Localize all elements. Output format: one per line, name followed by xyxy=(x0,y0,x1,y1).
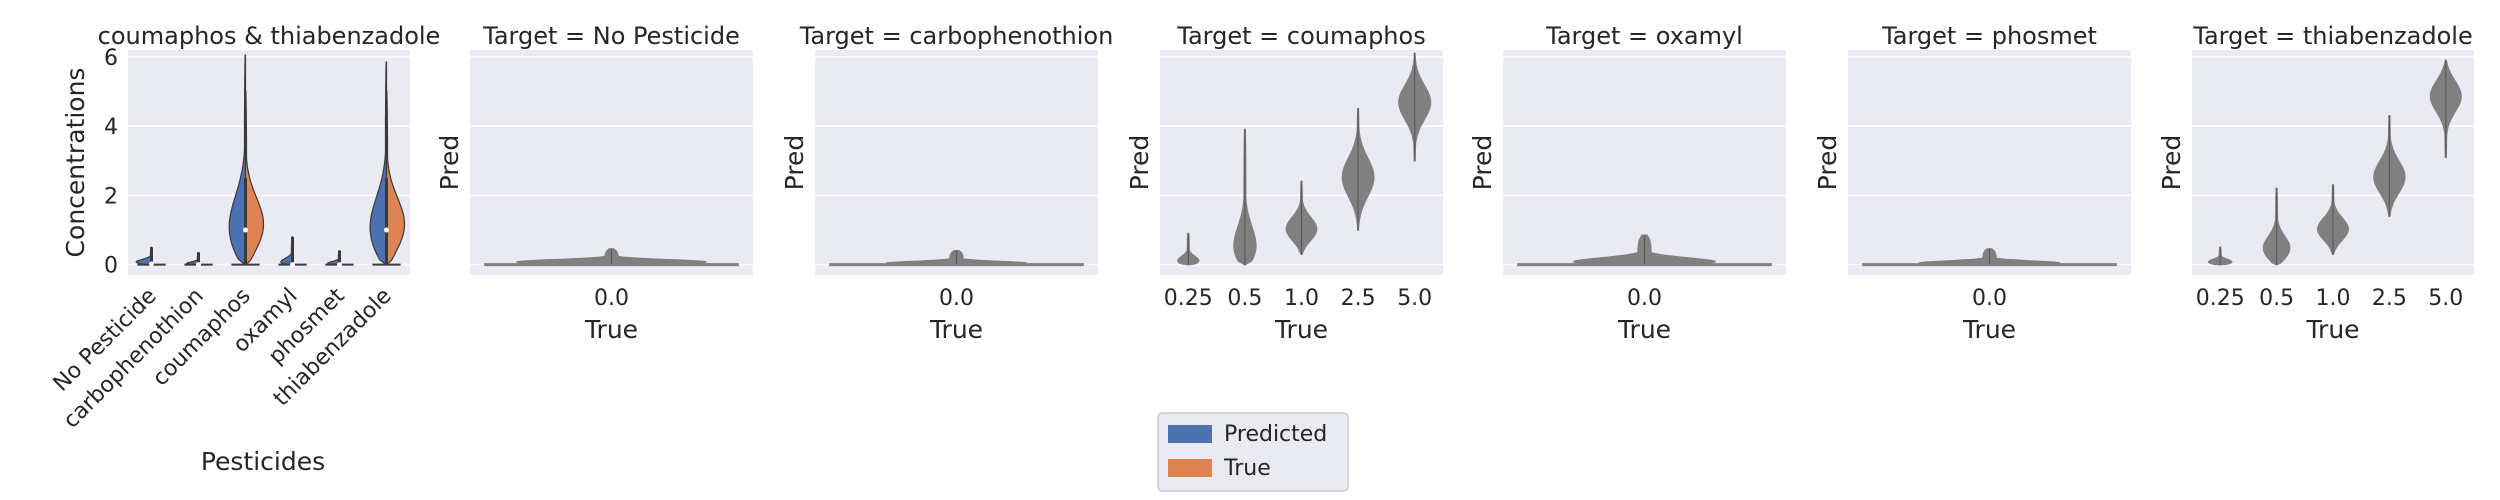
panel-0: coumaphos & thiabenzadole 0 2 4 6 Concentrati… xyxy=(49,22,441,476)
violin-predicted xyxy=(228,54,247,266)
plot-area xyxy=(128,50,410,275)
x-tick-label: 0.5 xyxy=(1227,286,1262,311)
x-tick-label: 0.5 xyxy=(2259,286,2294,311)
y-axis-label: Pred xyxy=(435,135,464,191)
y-tick-label: 2 xyxy=(104,184,118,209)
panels: coumaphos & thiabenzadole 0 2 4 6 Concentrati… xyxy=(49,22,2474,476)
legend: Predicted True xyxy=(1157,412,1349,492)
violin-gray xyxy=(1918,248,1991,266)
violin-gray xyxy=(1398,52,1416,162)
median-dot xyxy=(196,262,201,268)
y-axis-label: Pred xyxy=(1125,135,1154,191)
y-axis-label: Concentrations xyxy=(61,68,90,258)
x-tick-label: 0.0 xyxy=(594,286,629,311)
violin-gray xyxy=(610,248,708,266)
panel-5: Target = phosmet Pred 0.0 True xyxy=(1813,22,2131,344)
violin-gray xyxy=(1643,234,1717,266)
x-axis-label: True xyxy=(2305,315,2359,344)
x-tick-label: 0.0 xyxy=(1972,286,2007,311)
violin-gray xyxy=(1988,248,2061,266)
x-tick-label: 5.0 xyxy=(1397,286,1432,311)
median-dot xyxy=(149,261,154,267)
x-tick-label: 0.0 xyxy=(939,286,974,311)
y-tick-label: 4 xyxy=(104,115,118,140)
legend-swatch-predicted xyxy=(1168,425,1212,443)
x-tick-label: 2.5 xyxy=(1341,286,1376,311)
violin-gray xyxy=(1177,232,1190,266)
violin-predicted xyxy=(369,61,388,266)
x-axis-label: True xyxy=(1962,315,2016,344)
panel-title: Target = thiabenzadole xyxy=(2192,22,2472,50)
x-axis-label: True xyxy=(1274,315,1328,344)
panel-title: Target = phosmet xyxy=(1881,22,2097,50)
y-tick-label: 6 xyxy=(104,46,118,71)
violin-gray xyxy=(885,250,958,266)
x-tick-label: 0.25 xyxy=(2196,286,2245,311)
panel-title: Target = carbophenothion xyxy=(799,22,1114,50)
x-axis-label: True xyxy=(1617,315,1671,344)
y-axis-label: Pred xyxy=(2157,135,2186,191)
y-axis-label: Pred xyxy=(1468,135,1497,191)
panel-title: coumaphos & thiabenzadole xyxy=(98,22,441,50)
median-dot xyxy=(243,227,248,233)
legend-label-predicted: Predicted xyxy=(1224,422,1327,447)
x-axis-label: True xyxy=(584,315,638,344)
legend-label-true: True xyxy=(1223,456,1271,481)
violin-true xyxy=(385,90,406,266)
x-axis-label: Pesticides xyxy=(201,447,325,476)
panel-6: Target = thiabenzadole Pred 0.25 0.5 1.0 2.5 5… xyxy=(2157,22,2474,344)
violin-true xyxy=(244,90,265,266)
panel-title: Target = oxamyl xyxy=(1545,22,1743,50)
plot-area xyxy=(815,50,1098,275)
panel-3: Target = coumaphos Pred 0.25 0.5 1.0 2.5 5.0 Tr… xyxy=(1125,22,1443,344)
panel-title: Target = No Pesticide xyxy=(482,22,740,50)
median-dot xyxy=(337,262,342,268)
x-tick-label: 5.0 xyxy=(2428,286,2463,311)
panel-1: Target = No Pesticide Pred 0.0 True xyxy=(435,22,753,344)
median-dot xyxy=(290,262,295,268)
violin-gray xyxy=(515,248,613,266)
panel-2: Target = carbophenothion Pred 0.0 True xyxy=(780,22,1113,344)
violin-gray xyxy=(1572,234,1646,266)
y-tick-label: 0 xyxy=(104,254,118,279)
violin-gray xyxy=(955,250,1028,266)
x-tick-label: 2.5 xyxy=(2372,286,2407,311)
x-tick-label: 1.0 xyxy=(2316,286,2351,311)
y-axis-label: Pred xyxy=(1813,135,1842,191)
median-dot xyxy=(384,227,389,233)
x-axis-label: True xyxy=(929,315,983,344)
x-tick-label: 0.0 xyxy=(1627,286,1662,311)
plot-area xyxy=(470,50,753,275)
y-axis-label: Pred xyxy=(780,135,809,191)
x-tick-label: 0.25 xyxy=(1164,286,1213,311)
panel-4: Target = oxamyl Pred 0.0 True xyxy=(1468,22,1786,344)
legend-swatch-true xyxy=(1168,459,1212,477)
panel-title: Target = coumaphos xyxy=(1176,22,1425,50)
plot-area xyxy=(1848,50,2131,275)
x-tick-label: 1.0 xyxy=(1284,286,1319,311)
